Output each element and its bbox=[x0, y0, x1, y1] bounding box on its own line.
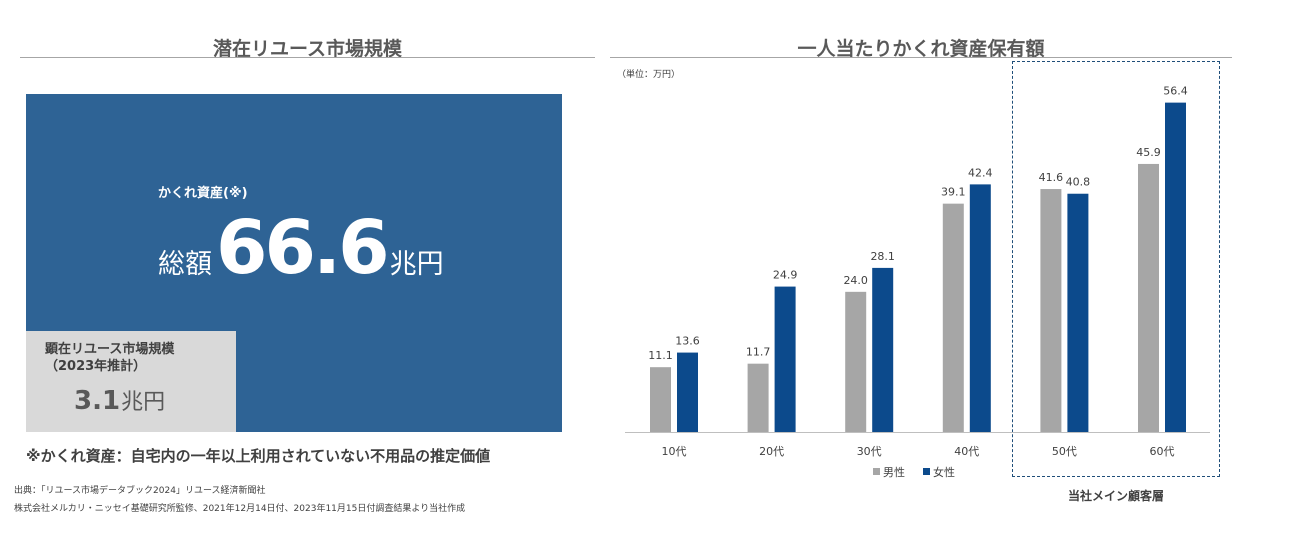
bar-value-label: 24.0 bbox=[843, 274, 868, 287]
left-title-divider bbox=[20, 57, 595, 58]
bar-female bbox=[774, 286, 796, 432]
legend-label-male: 男性 bbox=[883, 465, 905, 479]
visible-market-label: 顕在リユース市場規模 （2023年推計） bbox=[45, 341, 174, 375]
left-panel-title: 潜在リユース市場規模 bbox=[212, 38, 403, 60]
visible-market-label-line2: （2023年推計） bbox=[45, 359, 147, 374]
visible-market-number: 3.1 bbox=[74, 386, 121, 416]
bar-value-label: 13.6 bbox=[675, 335, 700, 348]
legend-label-female: 女性 bbox=[933, 465, 955, 479]
bar-female bbox=[1165, 102, 1186, 433]
bar-value-label: 28.1 bbox=[870, 250, 895, 263]
visible-market-block bbox=[26, 331, 236, 432]
bar-value-label: 56.4 bbox=[1163, 85, 1188, 98]
bar-value-label: 40.8 bbox=[1066, 176, 1091, 189]
bar-male bbox=[747, 363, 769, 432]
right-panel-title: 一人当たりかくれ資産保有額 bbox=[797, 38, 1045, 60]
bar-value-label: 45.9 bbox=[1136, 146, 1161, 159]
x-tick-label: 60代 bbox=[1150, 445, 1175, 458]
hidden-assets-label: かくれ資産(※) bbox=[158, 186, 248, 201]
unit-note: （単位：万円） bbox=[617, 70, 681, 80]
x-tick-label: 20代 bbox=[759, 445, 784, 458]
bar-value-label: 24.9 bbox=[773, 269, 798, 282]
bar-male bbox=[845, 291, 867, 432]
bar-female bbox=[872, 267, 894, 432]
source-line-2: 株式会社メルカリ・ニッセイ基礎研究所監修、2021年12月14日付、2023年1… bbox=[14, 504, 466, 514]
x-tick-label: 40代 bbox=[954, 445, 979, 458]
right-title-divider bbox=[610, 57, 1232, 58]
total-prefix: 総額 bbox=[158, 249, 212, 280]
total-value: 66.6 bbox=[216, 205, 390, 291]
x-tick-label: 50代 bbox=[1052, 445, 1077, 458]
main-customer-caption: 当社メイン顧客層 bbox=[1067, 489, 1164, 503]
legend-swatch-female bbox=[923, 468, 930, 475]
x-tick-label: 30代 bbox=[857, 445, 882, 458]
visible-market-label-line1: 顕在リユース市場規模 bbox=[45, 342, 175, 357]
x-tick-label: 10代 bbox=[662, 445, 687, 458]
hidden-assets-footnote: ※かくれ資産：自宅内の一年以上利用されていない不用品の推定価値 bbox=[26, 447, 491, 465]
main-customer-highlight-box bbox=[1012, 61, 1220, 477]
legend-swatch-male bbox=[873, 468, 880, 475]
bar-value-label: 41.6 bbox=[1039, 171, 1064, 184]
bar-male bbox=[942, 203, 964, 432]
bar-value-label: 42.4 bbox=[968, 166, 993, 179]
bar-male bbox=[650, 367, 671, 432]
bar-female bbox=[969, 184, 991, 432]
total-unit: 兆円 bbox=[389, 249, 444, 280]
source-line-1: 出典：「リユース市場データブック2024」リユース経済新聞社 bbox=[14, 486, 266, 496]
bar-value-label: 11.7 bbox=[746, 346, 771, 359]
bar-female bbox=[677, 352, 698, 432]
bar-female bbox=[1067, 193, 1089, 432]
visible-market-unit: 兆円 bbox=[121, 390, 166, 415]
visible-market-value: 3.1 兆円 bbox=[74, 384, 165, 416]
bar-value-label: 11.1 bbox=[648, 349, 673, 362]
bar-male bbox=[1138, 163, 1159, 432]
bar-value-label: 39.1 bbox=[941, 186, 966, 199]
hidden-assets-total: 総額 66.6 兆円 bbox=[158, 205, 444, 291]
bar-male bbox=[1040, 189, 1062, 432]
